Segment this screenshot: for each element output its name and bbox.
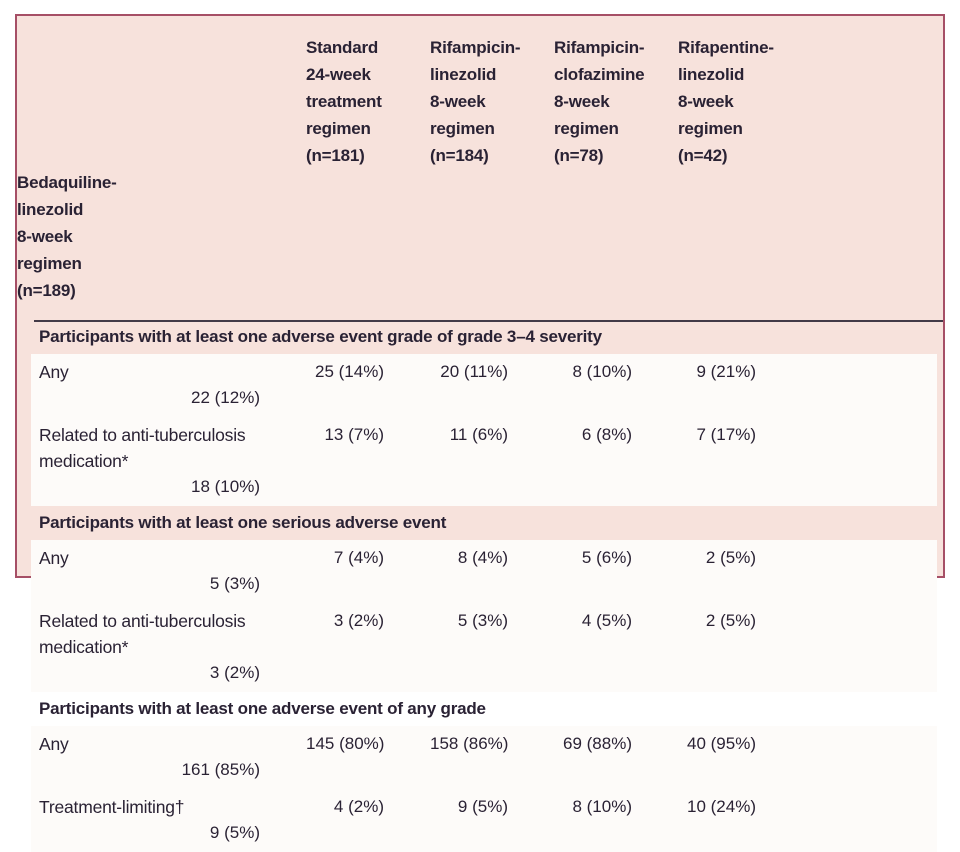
- row-label: Any: [39, 362, 69, 382]
- row-label: Related to anti-tuberculosis medication*: [39, 611, 246, 657]
- row-label: Treatment-limiting†: [39, 797, 185, 817]
- cell-value: 158 (86%): [430, 734, 509, 753]
- cell-value: 9 (5%): [457, 797, 508, 816]
- cell-value: 18 (10%): [191, 477, 260, 496]
- cell-value: 5 (3%): [209, 574, 260, 593]
- section-header-any-grade: Participants with at least one adverse e…: [39, 699, 486, 718]
- cell-value: 10 (24%): [687, 797, 756, 816]
- row-label: Related to anti-tuberculosis medication*: [39, 425, 246, 471]
- cell-value: 8 (10%): [572, 797, 632, 816]
- cell-value: 4 (2%): [333, 797, 384, 816]
- row-label-column-header: [17, 34, 306, 169]
- section-1-data-block: Any 25 (14%) 20 (11%) 8 (10%) 9 (21%) 22…: [31, 354, 937, 506]
- cell-value: 11 (6%): [449, 425, 508, 444]
- table-row: Related to anti-tuberculosis medication*…: [31, 417, 937, 506]
- cell-value: 69 (88%): [563, 734, 632, 753]
- section-3-data-block: Any 145 (80%) 158 (86%) 69 (88%) 40 (95%…: [31, 726, 937, 852]
- cell-value: 3 (2%): [333, 611, 384, 630]
- cell-value: 4 (5%): [581, 611, 632, 630]
- adverse-events-table: Standard 24-week treatment regimen (n=18…: [15, 14, 945, 852]
- cell-value: 22 (12%): [191, 388, 260, 407]
- cell-value: 8 (10%): [572, 362, 632, 381]
- cell-value: 9 (21%): [696, 362, 756, 381]
- cell-value: 161 (85%): [181, 760, 260, 779]
- cell-value: 145 (80%): [306, 734, 385, 753]
- table-row: Related to anti-tuberculosis medication*…: [31, 603, 937, 692]
- cell-value: 2 (5%): [705, 611, 756, 630]
- table-row: Any 7 (4%) 8 (4%) 5 (6%) 2 (5%) 5 (3%): [31, 540, 937, 603]
- section-2-data-block: Any 7 (4%) 8 (4%) 5 (6%) 2 (5%) 5 (3%) R…: [31, 540, 937, 692]
- cell-value: 7 (17%): [696, 425, 756, 444]
- column-header-standard-24-week: Standard 24-week treatment regimen (n=18…: [306, 38, 382, 165]
- cell-value: 13 (7%): [324, 425, 384, 444]
- table-row: Any 25 (14%) 20 (11%) 8 (10%) 9 (21%) 22…: [31, 354, 937, 417]
- table-row: Any 145 (80%) 158 (86%) 69 (88%) 40 (95%…: [31, 726, 937, 789]
- column-header-bedaquiline-linezolid: Bedaquiline- linezolid 8-week regimen (n…: [17, 173, 117, 300]
- cell-value: 3 (2%): [209, 663, 260, 682]
- cell-value: 25 (14%): [315, 362, 384, 381]
- table-header-row: Standard 24-week treatment regimen (n=18…: [17, 16, 943, 304]
- column-header-rifapentine-linezolid: Rifapentine- linezolid 8-week regimen (n…: [678, 38, 774, 165]
- section-header-grade-3-4-severity: Participants with at least one adverse e…: [39, 327, 602, 346]
- header-divider-rule: [34, 320, 943, 322]
- cell-value: 9 (5%): [209, 823, 260, 842]
- cell-value: 40 (95%): [687, 734, 756, 753]
- cell-value: 20 (11%): [440, 362, 508, 381]
- cell-value: 6 (8%): [581, 425, 632, 444]
- table-row: Treatment-limiting† 4 (2%) 9 (5%) 8 (10%…: [31, 789, 937, 852]
- row-label: Any: [39, 734, 69, 754]
- section-header-serious-adverse-event: Participants with at least one serious a…: [39, 513, 447, 532]
- cell-value: 5 (3%): [457, 611, 508, 630]
- column-header-rifampicin-linezolid: Rifampicin- linezolid 8-week regimen (n=…: [430, 38, 521, 165]
- column-header-rifampicin-clofazimine: Rifampicin- clofazimine 8-week regimen (…: [554, 38, 645, 165]
